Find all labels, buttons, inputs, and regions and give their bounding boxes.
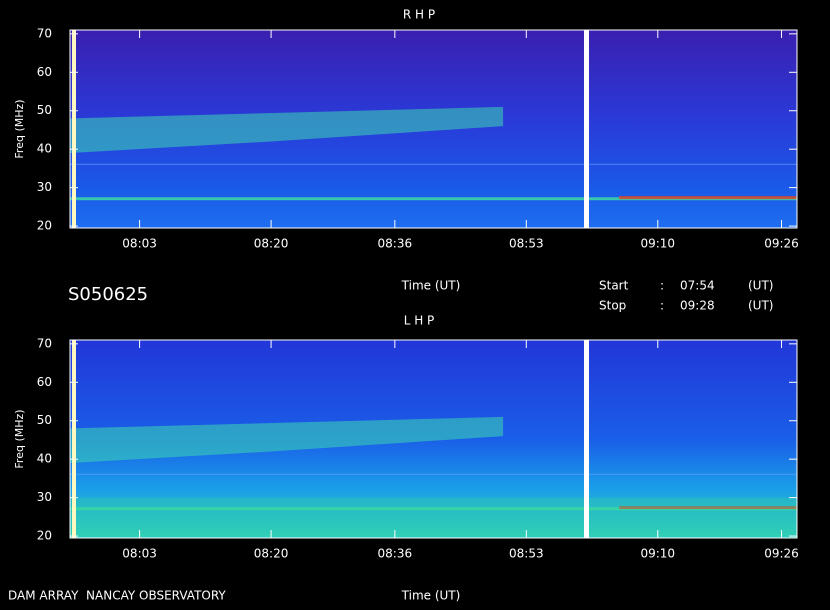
x-tick-label: 08:36 bbox=[378, 237, 413, 251]
x-tick-label: 08:03 bbox=[122, 237, 157, 251]
y-tick-label: 70 bbox=[37, 336, 52, 350]
x-tick-label: 08:20 bbox=[254, 237, 289, 251]
start-time: 07:54 bbox=[680, 279, 715, 293]
y-tick-label: 40 bbox=[37, 452, 52, 466]
y-tick-label: 20 bbox=[37, 529, 52, 543]
y-tick-label: 70 bbox=[37, 26, 52, 40]
stop-time: 09:28 bbox=[680, 299, 715, 313]
x-axis-label: Time (UT) bbox=[401, 279, 461, 293]
calibration-line bbox=[72, 340, 76, 538]
noise-band bbox=[70, 497, 797, 537]
emission-line bbox=[70, 197, 797, 201]
emission-line bbox=[619, 196, 797, 200]
y-tick-label: 40 bbox=[37, 142, 52, 156]
unit: (UT) bbox=[748, 279, 773, 293]
observation-id: S050625 bbox=[68, 284, 148, 305]
x-tick-label: 09:10 bbox=[640, 237, 675, 251]
x-axis-label: Time (UT) bbox=[401, 589, 461, 603]
frame bbox=[69, 339, 798, 539]
start-label: Start bbox=[599, 279, 629, 293]
calibration-line bbox=[72, 30, 76, 228]
emission-band bbox=[70, 416, 504, 464]
y-tick-label: 50 bbox=[37, 413, 52, 427]
x-tick-label: 08:53 bbox=[509, 547, 544, 561]
emission-line bbox=[70, 163, 797, 165]
emission-line bbox=[619, 506, 797, 510]
y-axis-label: Freq (MHz) bbox=[13, 99, 26, 158]
y-tick-label: 20 bbox=[37, 219, 52, 233]
emission-band bbox=[70, 106, 504, 154]
x-tick-label: 08:53 bbox=[509, 237, 544, 251]
stop-label: Stop bbox=[599, 299, 626, 313]
separator: : bbox=[660, 279, 664, 293]
y-tick-label: 30 bbox=[37, 490, 52, 504]
y-tick-label: 30 bbox=[37, 180, 52, 194]
x-tick-label: 08:20 bbox=[254, 547, 289, 561]
frame bbox=[69, 29, 798, 229]
y-tick-label: 60 bbox=[37, 375, 52, 389]
calibration-line bbox=[584, 340, 589, 538]
separator: : bbox=[660, 299, 664, 313]
x-tick-label: 09:10 bbox=[640, 547, 675, 561]
emission-line bbox=[70, 473, 797, 475]
footer: DAM ARRAY NANCAY OBSERVATORY bbox=[8, 589, 226, 603]
x-tick-label: 09:26 bbox=[764, 237, 799, 251]
emission-line bbox=[70, 507, 797, 511]
x-tick-label: 08:03 bbox=[122, 547, 157, 561]
x-tick-label: 09:26 bbox=[764, 547, 799, 561]
unit: (UT) bbox=[748, 299, 773, 313]
panel-title: R H P bbox=[403, 8, 435, 22]
y-axis-label: Freq (MHz) bbox=[13, 409, 26, 468]
panel-title: L H P bbox=[404, 314, 435, 328]
y-tick-label: 50 bbox=[37, 103, 52, 117]
x-tick-label: 08:36 bbox=[378, 547, 413, 561]
calibration-line bbox=[584, 30, 589, 228]
y-tick-label: 60 bbox=[37, 65, 52, 79]
